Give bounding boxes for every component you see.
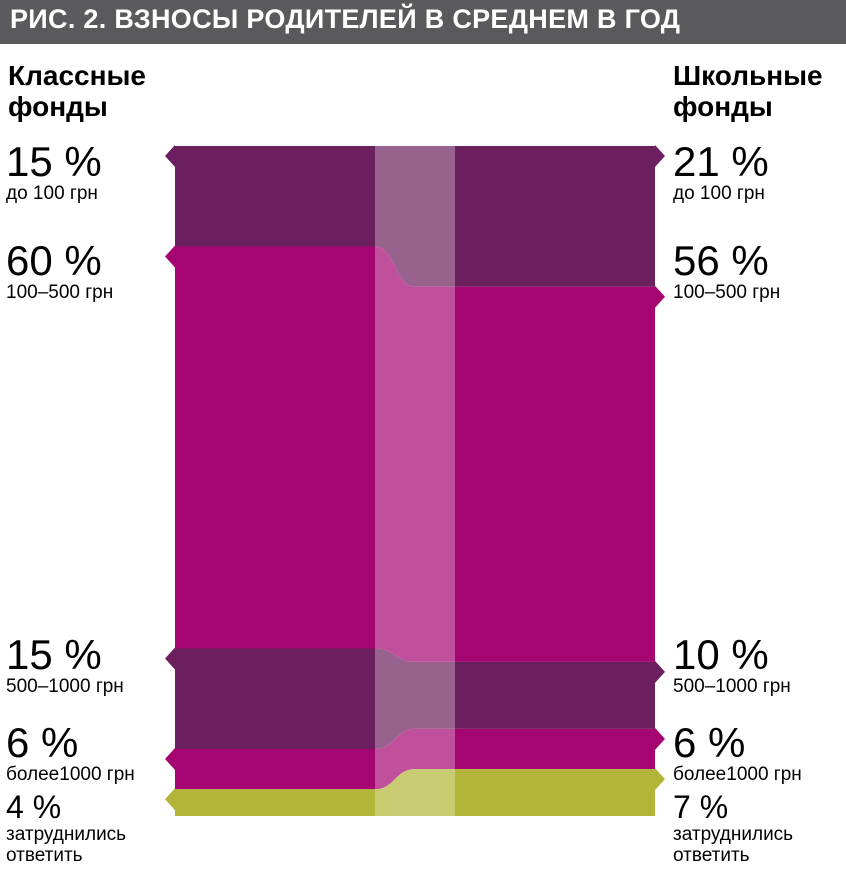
right-arrow-2 — [655, 660, 665, 683]
right-pct-1: 56 % — [673, 237, 769, 284]
left-column-heading: Классные фонды — [8, 60, 146, 122]
right-range-3: более1000 грн — [673, 764, 802, 785]
left-label-0: 15 % до 100 грн — [6, 138, 102, 205]
right-pct-4: 7 % — [673, 789, 729, 825]
right-arrow-1 — [655, 285, 665, 308]
left-range-0: до 100 грн — [6, 183, 98, 204]
left-label-2: 15 % 500–1000 грн — [6, 631, 124, 698]
left-pct-1: 60 % — [6, 237, 102, 284]
right-label-4: 7 % затруднились ответить — [673, 790, 833, 866]
segment-0 — [175, 146, 655, 287]
left-label-1: 60 % 100–500 грн — [6, 237, 114, 304]
chart-title: РИС. 2. ВЗНОСЫ РОДИТЕЛЕЙ В СРЕДНЕМ В ГОД — [10, 4, 681, 34]
left-pct-0: 15 % — [6, 138, 102, 185]
right-pct-0: 21 % — [673, 138, 769, 185]
segment-4 — [175, 769, 655, 816]
left-range-3: более1000 грн — [6, 764, 135, 785]
right-range-4: затруднились ответить — [673, 824, 794, 866]
right-arrow-3 — [655, 727, 665, 750]
right-label-1: 56 % 100–500 грн — [673, 237, 781, 304]
left-pct-3: 6 % — [6, 719, 79, 766]
right-range-1: 100–500 грн — [673, 282, 781, 303]
right-pct-2: 10 % — [673, 631, 769, 678]
right-arrow-0 — [655, 145, 665, 167]
right-range-0: до 100 грн — [673, 183, 765, 204]
segment-3 — [175, 728, 655, 790]
right-pct-3: 6 % — [673, 719, 746, 766]
right-label-2: 10 % 500–1000 грн — [673, 631, 791, 698]
left-arrow-3 — [165, 748, 175, 770]
left-arrow-1 — [165, 245, 175, 268]
left-pct-4: 4 % — [6, 789, 62, 825]
left-label-3: 6 % более1000 грн — [6, 719, 135, 786]
title-bar: РИС. 2. ВЗНОСЫ РОДИТЕЛЕЙ В СРЕДНЕМ В ГОД — [0, 0, 846, 44]
left-pct-2: 15 % — [6, 631, 102, 678]
right-arrow-4 — [655, 768, 665, 791]
left-range-4: затруднились ответить — [6, 824, 127, 866]
left-range-2: 500–1000 грн — [6, 676, 124, 697]
left-label-4: 4 % затруднились ответить — [6, 790, 166, 866]
left-range-1: 100–500 грн — [6, 282, 114, 303]
right-label-3: 6 % более1000 грн — [673, 719, 802, 786]
left-arrow-2 — [165, 647, 175, 670]
middle-strip — [375, 146, 455, 816]
right-range-2: 500–1000 грн — [673, 676, 791, 697]
left-arrow-4 — [165, 788, 175, 811]
left-arrow-0 — [165, 145, 175, 167]
right-label-0: 21 % до 100 грн — [673, 138, 769, 205]
segment-1 — [175, 246, 655, 662]
right-column-heading: Школьные фонды — [673, 60, 823, 122]
segment-2 — [175, 648, 655, 749]
